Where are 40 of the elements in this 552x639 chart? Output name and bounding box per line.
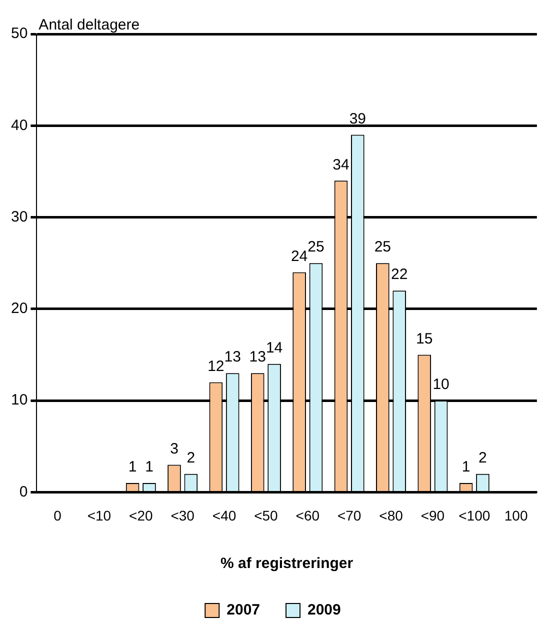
y-tick-label: 20: [10, 300, 28, 318]
data-label: 1: [462, 458, 470, 476]
x-tick-label: <70: [337, 507, 362, 524]
x-tick-label: <50: [254, 507, 278, 524]
data-label: 25: [308, 238, 324, 256]
data-label: 1: [128, 458, 137, 476]
x-tick-label: <100: [458, 507, 490, 524]
data-label: 24: [290, 248, 308, 265]
data-label: 14: [266, 340, 283, 357]
y-axis-title: Antal deltagere: [38, 16, 140, 34]
x-tick-label: 100: [504, 507, 528, 524]
data-label: 12: [208, 358, 224, 375]
x-tick-label: <20: [129, 507, 153, 524]
y-tick-label: 40: [10, 116, 28, 134]
data-label: 1: [145, 458, 154, 476]
y-tick-label: 10: [10, 392, 28, 409]
x-tick-label: <10: [87, 507, 112, 524]
data-label: 3: [170, 440, 178, 458]
y-tick-label: 0: [19, 483, 28, 500]
data-label: 39: [349, 110, 366, 128]
legend-label: 2007: [226, 602, 260, 619]
data-label: 15: [416, 330, 433, 348]
data-label: 13: [224, 348, 241, 366]
x-tick-label: <30: [170, 507, 195, 524]
data-label: 2: [186, 450, 196, 467]
x-tick-label: 0: [54, 507, 62, 524]
x-tick-label: <40: [212, 507, 236, 524]
data-label: 34: [332, 156, 350, 174]
y-tick-label: 30: [10, 208, 28, 226]
y-tick-label: 50: [10, 25, 28, 42]
data-label: 22: [391, 266, 408, 284]
data-label: 13: [249, 348, 266, 366]
x-tick-label: <90: [420, 507, 445, 524]
x-tick-label: <80: [379, 507, 404, 524]
legend-label: 2009: [308, 602, 341, 619]
data-label: 25: [374, 238, 392, 256]
data-label: 2: [478, 450, 487, 467]
data-label: 10: [432, 376, 450, 394]
x-axis-title: % af registreringer: [220, 555, 354, 572]
x-tick-label: <60: [296, 507, 320, 524]
